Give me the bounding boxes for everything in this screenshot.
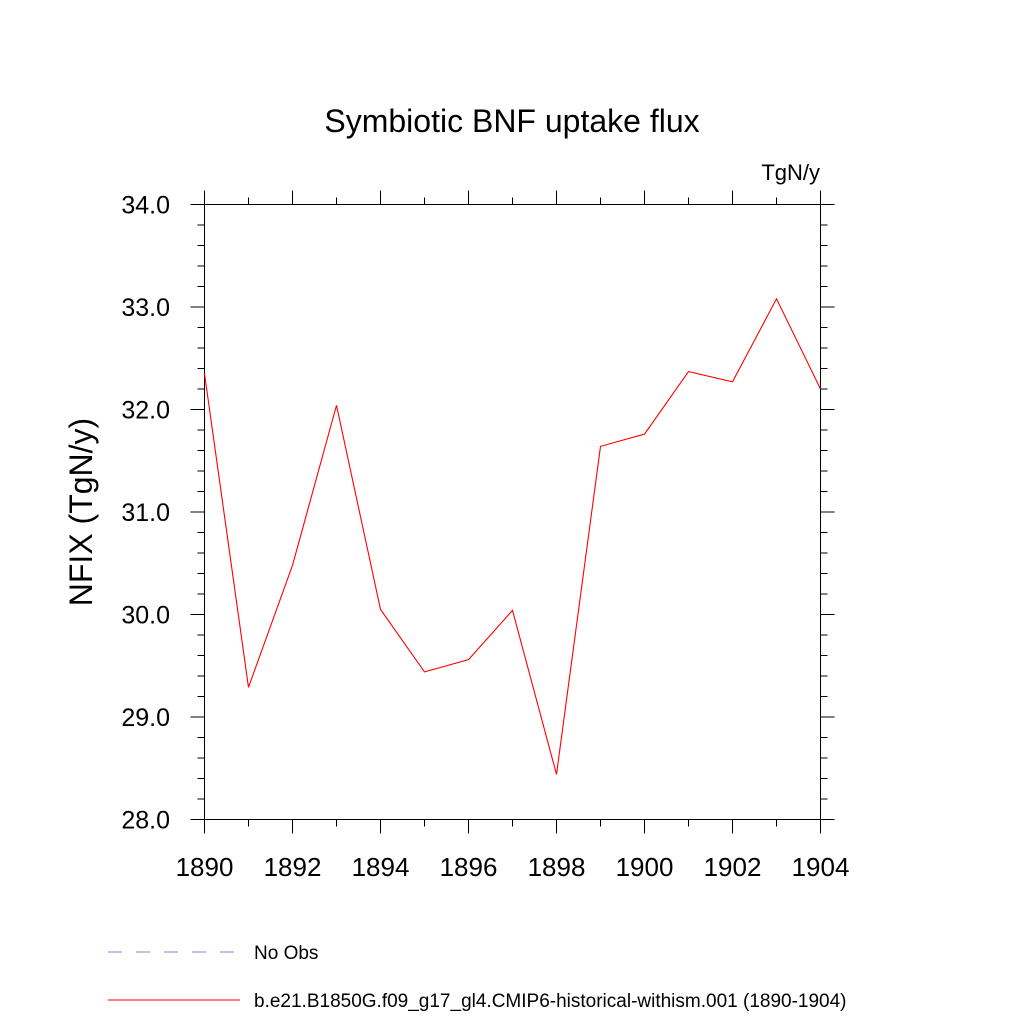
x-tick-label: 1890 [176, 852, 234, 882]
chart-title: Symbiotic BNF uptake flux [324, 103, 699, 139]
y-tick-label: 30.0 [121, 602, 170, 630]
y-axis-ticks: 28.0 29.0 30.0 31.0 32.0 33.0 34.0 [121, 192, 834, 835]
plot-frame [205, 205, 821, 820]
y-axis-label: NFIX (TgN/y) [63, 418, 99, 606]
x-tick-label: 1902 [704, 852, 762, 882]
x-tick-label: 1894 [352, 852, 410, 882]
legend-label: No Obs [254, 943, 318, 964]
y-tick-label: 28.0 [121, 807, 170, 835]
y-tick-label: 34.0 [121, 192, 170, 220]
series-layer [204, 299, 820, 775]
series-line [205, 299, 821, 775]
x-axis-ticks: 1890 1892 1894 1896 1898 1900 1902 1904 [176, 191, 850, 883]
x-tick-label: 1904 [792, 852, 850, 882]
x-tick-label: 1898 [528, 852, 586, 882]
legend-label: b.e21.B1850G.f09_g17_gl4.CMIP6-historica… [254, 991, 847, 1012]
y-tick-label: 31.0 [121, 499, 170, 527]
x-tick-label: 1900 [616, 852, 674, 882]
x-tick-label: 1896 [440, 852, 498, 882]
x-tick-label: 1892 [264, 852, 322, 882]
y-tick-label: 32.0 [121, 397, 170, 425]
y-tick-label: 29.0 [121, 704, 170, 732]
legend: No Obs b.e21.B1850G.f09_g17_gl4.CMIP6-his… [108, 943, 847, 1012]
units-label: TgN/y [761, 160, 820, 185]
y-tick-label: 33.0 [121, 294, 170, 322]
